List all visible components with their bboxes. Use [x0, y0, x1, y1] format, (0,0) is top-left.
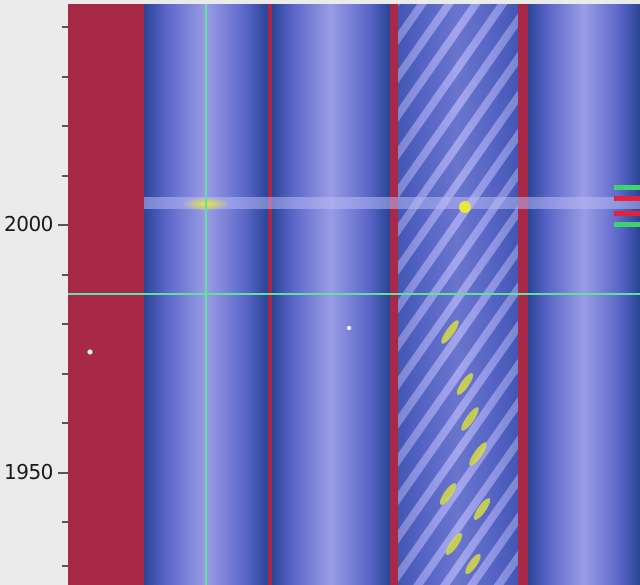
y-axis-minor-tick: [62, 76, 68, 78]
side-marker-green-top: [614, 185, 640, 190]
y-axis-major-tick: [58, 224, 68, 226]
y-axis-minor-tick: [62, 565, 68, 567]
y-axis-minor-tick: [62, 373, 68, 375]
side-marker-red-bottom: [614, 211, 640, 216]
point-marker: [87, 349, 93, 355]
y-axis-minor-tick: [62, 323, 68, 325]
heatmap-plot-area[interactable]: [68, 4, 640, 585]
side-marker-red-top: [614, 196, 640, 201]
y-axis-label-2000: 2000: [4, 212, 53, 236]
y-axis-panel: 2000 1950: [0, 0, 68, 585]
y-axis-minor-tick: [62, 422, 68, 424]
point-marker: [347, 326, 351, 330]
heatmap-canvas[interactable]: [68, 4, 640, 585]
y-axis-minor-tick: [62, 26, 68, 28]
y-axis-minor-tick: [62, 125, 68, 127]
y-axis-minor-tick: [62, 274, 68, 276]
y-axis-label-1950: 1950: [4, 460, 53, 484]
y-axis-major-tick: [58, 472, 68, 474]
side-marker-green-bottom: [614, 222, 640, 227]
y-axis-minor-tick: [62, 175, 68, 177]
highlight-streaks: [439, 320, 491, 575]
highlight-spot: [459, 201, 471, 213]
y-axis-minor-tick: [62, 521, 68, 523]
horizontal-band: [144, 197, 640, 209]
